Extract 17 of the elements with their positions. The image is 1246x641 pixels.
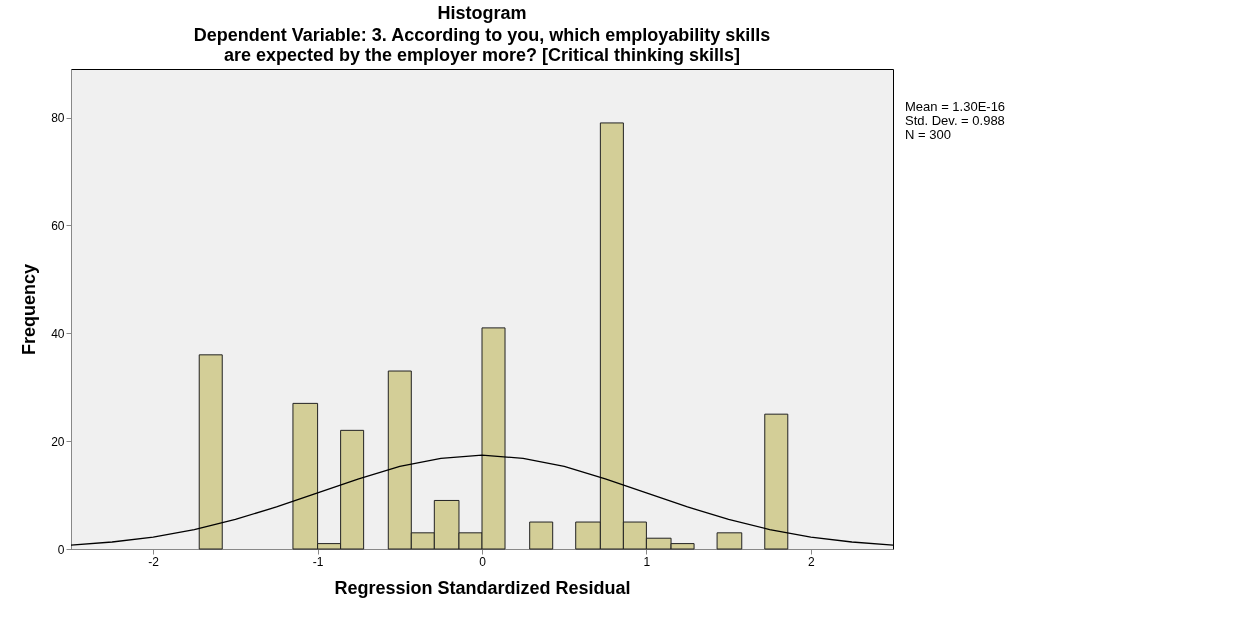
y-tick-label: 40	[51, 326, 65, 341]
y-tick-label: 0	[57, 542, 65, 557]
x-tick-label: 0	[479, 554, 487, 569]
chart-title: Histogram	[437, 3, 527, 23]
y-axis-title: Frequency	[19, 263, 40, 356]
x-tick-label: 2	[807, 554, 815, 569]
y-tick-label: 20	[51, 434, 65, 449]
x-tick-label: 1	[643, 554, 651, 569]
x-axis-title: Regression Standardized Residual	[334, 577, 631, 598]
x-tick-label: -1	[312, 554, 324, 569]
x-tick-label: -2	[148, 554, 160, 569]
text: Mean = 1.30E-16	[905, 99, 1006, 114]
chart-subtitle: Dependent Variable: 3. According to you, which employability skills are expected by the employer more? [Critical thinking skills]	[193, 25, 771, 65]
y-tick-label: 80	[51, 111, 65, 126]
text: N = 300	[905, 127, 951, 142]
text: Std. Dev. = 0.988	[905, 113, 1005, 128]
y-tick-label: 60	[51, 218, 65, 233]
